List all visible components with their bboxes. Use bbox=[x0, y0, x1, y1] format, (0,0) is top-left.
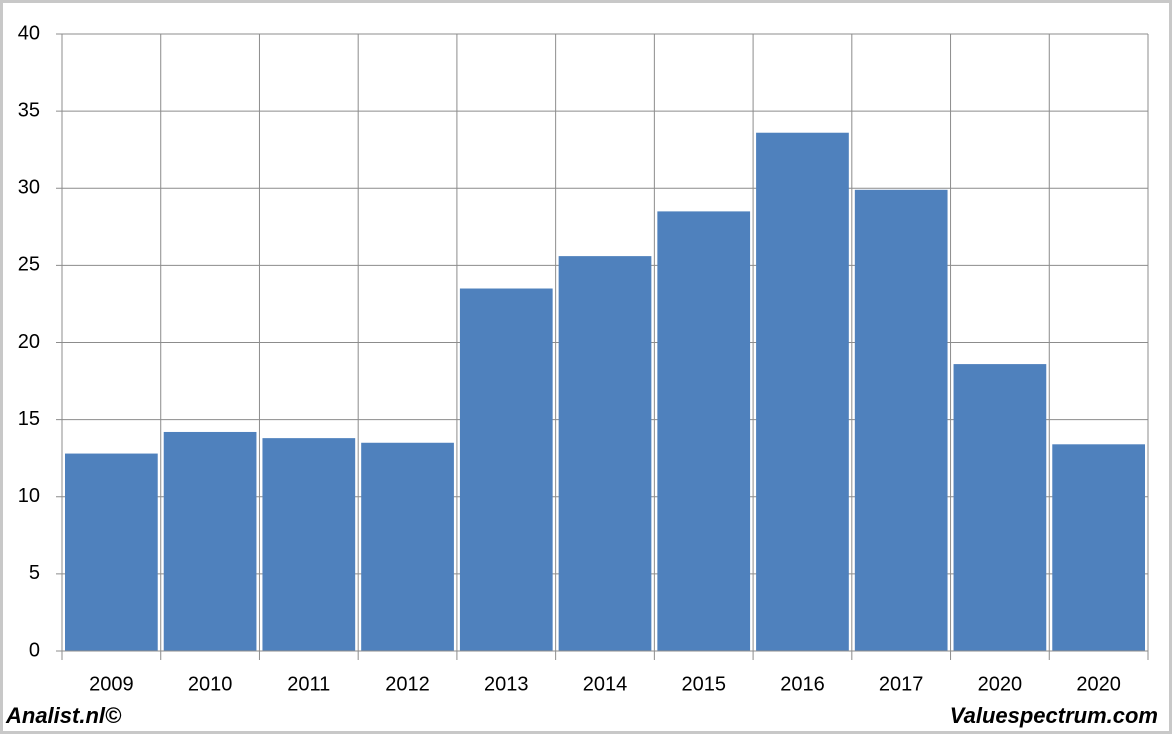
x-tick-label: 2020 bbox=[978, 673, 1023, 695]
y-tick-label: 20 bbox=[18, 331, 40, 353]
y-tick-label: 40 bbox=[18, 22, 40, 44]
x-tick-label: 2020 bbox=[1076, 673, 1121, 695]
bar bbox=[163, 431, 257, 651]
footer-right: Valuespectrum.com bbox=[950, 703, 1158, 728]
y-tick-label: 15 bbox=[18, 408, 40, 430]
bar bbox=[65, 453, 158, 651]
y-tick-label: 5 bbox=[29, 562, 40, 584]
bar bbox=[1052, 444, 1145, 651]
x-tick-label: 2015 bbox=[681, 673, 726, 695]
bar bbox=[459, 288, 553, 651]
bar bbox=[657, 211, 751, 651]
x-tick-label: 2016 bbox=[780, 673, 825, 695]
bar bbox=[262, 438, 356, 651]
bar bbox=[854, 189, 948, 652]
x-tick-label: 2017 bbox=[879, 673, 924, 695]
bar bbox=[361, 442, 454, 651]
x-tick-label: 2013 bbox=[484, 673, 529, 695]
x-tick-label: 2010 bbox=[188, 673, 233, 695]
bar bbox=[756, 132, 849, 652]
x-tick-label: 2009 bbox=[89, 673, 134, 695]
y-tick-label: 0 bbox=[29, 639, 40, 661]
y-tick-label: 30 bbox=[18, 177, 40, 199]
bar bbox=[953, 364, 1047, 651]
y-tick-label: 10 bbox=[18, 485, 40, 507]
x-tick-label: 2011 bbox=[287, 673, 330, 695]
x-tick-label: 2014 bbox=[583, 673, 628, 695]
x-tick-label: 2012 bbox=[385, 673, 430, 695]
y-tick-label: 35 bbox=[18, 99, 40, 121]
bar bbox=[558, 256, 652, 651]
y-tick-label: 25 bbox=[18, 254, 40, 276]
footer-left: Analist.nl© bbox=[5, 703, 122, 728]
